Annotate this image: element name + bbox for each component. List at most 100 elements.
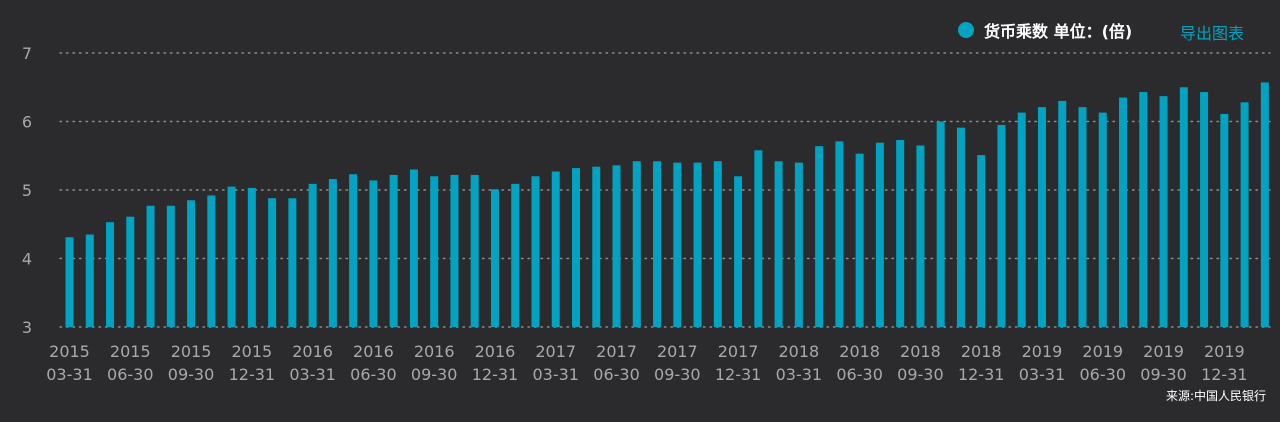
x-tick-label: 2015 03-31 (46, 342, 93, 384)
bar (1179, 87, 1188, 327)
bar (794, 162, 803, 327)
bar (1159, 96, 1168, 327)
legend[interactable]: 货币乘数 单位：(倍) (958, 18, 1132, 42)
bar (1220, 113, 1229, 328)
y-tick-label: 7 (22, 44, 32, 63)
bar (1098, 112, 1107, 327)
x-tick-date: 09-30 (168, 365, 215, 384)
x-tick-year: 2017 (596, 342, 637, 361)
x-tick-year: 2016 (475, 342, 516, 361)
y-axis: 3 4 5 6 7 (22, 44, 32, 337)
x-tick-label: 2016 06-30 (350, 342, 397, 384)
x-tick-label: 2017 12-31 (715, 342, 762, 384)
bar (166, 205, 175, 327)
x-tick-year: 2019 (1022, 342, 1063, 361)
x-tick-label: 2018 03-31 (776, 342, 823, 384)
bar (997, 124, 1006, 327)
bar (754, 150, 763, 327)
y-tick-label: 4 (22, 250, 32, 269)
bar (146, 205, 155, 327)
x-tick-date: 12-31 (1201, 365, 1248, 384)
x-tick-label: 2019 12-31 (1201, 342, 1248, 384)
x-tick-label: 2019 09-30 (1140, 342, 1187, 384)
x-tick-year: 2019 (1143, 342, 1184, 361)
bar (572, 168, 580, 327)
bar (916, 145, 925, 327)
bar (977, 155, 986, 327)
bar (612, 165, 621, 327)
x-tick-label: 2015 06-30 (107, 342, 154, 384)
x-tick-label: 2019 06-30 (1080, 342, 1127, 384)
x-tick-label: 2018 09-30 (897, 342, 944, 384)
bar (328, 179, 337, 327)
y-tick-label: 5 (22, 181, 32, 200)
bar (835, 141, 844, 327)
x-tick-year: 2017 (535, 342, 576, 361)
bar-series (65, 82, 1269, 328)
x-tick-date: 06-30 (836, 365, 883, 384)
x-tick-year: 2018 (779, 342, 820, 361)
bar (896, 139, 905, 327)
x-tick-date: 03-31 (46, 365, 93, 384)
bar (1119, 97, 1128, 327)
x-tick-year: 2019 (1204, 342, 1245, 361)
x-tick-date: 06-30 (593, 365, 640, 384)
x-tick-date: 09-30 (897, 365, 944, 384)
bar (855, 153, 864, 327)
x-tick-date: 12-31 (715, 365, 762, 384)
bar (875, 142, 884, 327)
bar (734, 176, 743, 327)
x-tick-year: 2017 (718, 342, 759, 361)
x-tick-label: 2016 03-31 (289, 342, 336, 384)
bar (673, 162, 682, 327)
bar (531, 176, 540, 327)
bar (430, 176, 439, 327)
x-tick-date: 06-30 (1080, 365, 1127, 384)
x-tick-label: 2018 12-31 (958, 342, 1005, 384)
x-tick-date: 06-30 (350, 365, 397, 384)
bar (490, 189, 499, 327)
y-tick-label: 3 (22, 318, 32, 337)
bar (247, 187, 256, 327)
x-tick-date: 09-30 (1140, 365, 1187, 384)
x-tick-date: 12-31 (472, 365, 519, 384)
bar (65, 237, 74, 327)
x-tick-label: 2017 06-30 (593, 342, 640, 384)
x-tick-label: 2018 06-30 (836, 342, 883, 384)
bar (349, 174, 358, 327)
x-tick-label: 2016 09-30 (411, 342, 458, 384)
bar (106, 222, 115, 327)
x-tick-date: 12-31 (958, 365, 1005, 384)
bar (592, 166, 601, 327)
x-tick-year: 2015 (110, 342, 151, 361)
bar (1017, 112, 1026, 327)
x-tick-year: 2015 (49, 342, 90, 361)
source-note: 来源:中国人民银行 (1165, 389, 1266, 403)
legend-marker-icon (958, 22, 974, 38)
bar (288, 198, 297, 327)
x-tick-label: 2017 03-31 (532, 342, 579, 384)
x-tick-label: 2017 09-30 (654, 342, 701, 384)
x-tick-year: 2016 (414, 342, 455, 361)
bar (389, 174, 398, 327)
x-tick-date: 09-30 (411, 365, 458, 384)
bar (1260, 82, 1269, 327)
bar (936, 121, 945, 327)
x-tick-label: 2015 09-30 (168, 342, 215, 384)
bar (632, 161, 641, 327)
bar (1240, 102, 1249, 327)
x-tick-date: 03-31 (289, 365, 336, 384)
x-tick-year: 2015 (231, 342, 272, 361)
x-tick-date: 03-31 (776, 365, 823, 384)
x-tick-year: 2016 (292, 342, 333, 361)
bar (470, 174, 479, 327)
x-tick-year: 2015 (171, 342, 212, 361)
export-chart-link[interactable]: 导出图表 (1180, 24, 1245, 43)
bar (1058, 100, 1067, 327)
bar (369, 180, 378, 327)
x-tick-label: 2015 12-31 (229, 342, 276, 384)
gridlines (59, 52, 1271, 328)
